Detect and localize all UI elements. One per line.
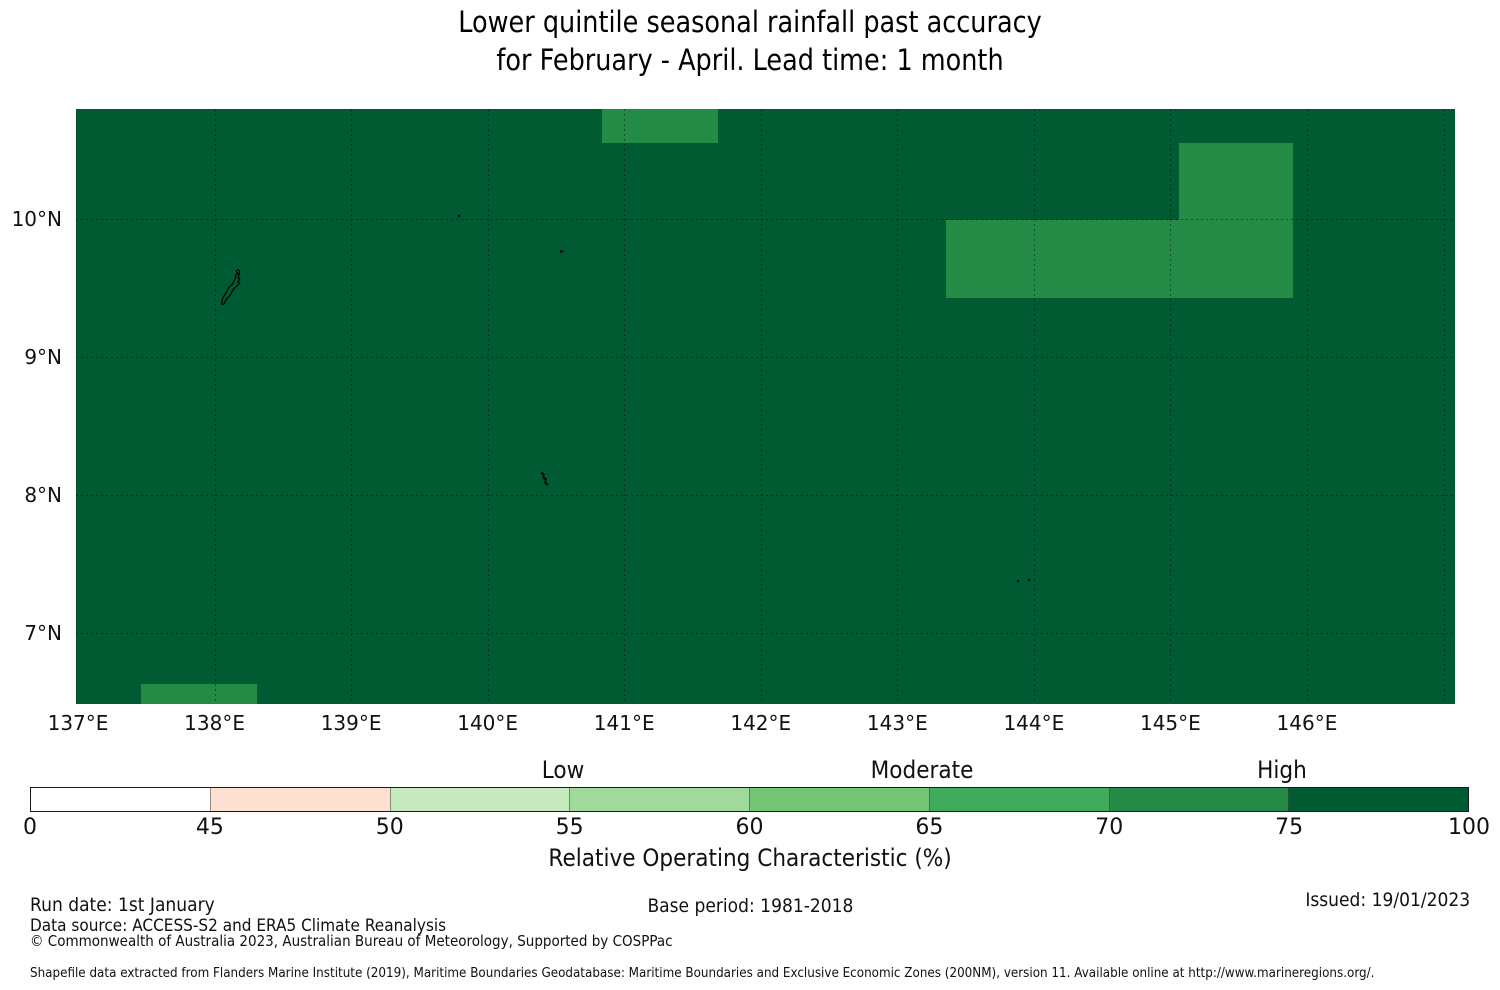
x-tick-label: 139°E bbox=[320, 711, 382, 735]
island-dot bbox=[1016, 579, 1020, 583]
colorbar bbox=[30, 787, 1469, 812]
colorbar-segment-55-60 bbox=[569, 788, 749, 811]
island-outline bbox=[221, 272, 241, 306]
base-period-text: Base period: 1981-2018 bbox=[647, 895, 853, 917]
colorbar-tick-label: 65 bbox=[915, 815, 944, 840]
x-tick-label: 141°E bbox=[593, 711, 655, 735]
colorbar-axis-label: Relative Operating Characteristic (%) bbox=[548, 844, 952, 872]
x-tick-label: 140°E bbox=[457, 711, 519, 735]
chart-title-line1: Lower quintile seasonal rainfall past ac… bbox=[458, 5, 1042, 39]
colorbar-tick-label: 0 bbox=[23, 815, 37, 840]
colorbar-segment-45-50 bbox=[209, 788, 390, 811]
y-tick-label: 10°N bbox=[11, 207, 62, 231]
x-tick-label: 146°E bbox=[1276, 711, 1338, 735]
gridline-lon bbox=[1443, 109, 1445, 704]
colorbar-tick-label: 55 bbox=[555, 815, 584, 840]
gridline-lon bbox=[897, 109, 899, 704]
gridline-lon bbox=[214, 109, 216, 704]
gridline-lon bbox=[487, 109, 489, 704]
colorbar-category-high: High bbox=[1257, 756, 1307, 784]
island-dot bbox=[1027, 578, 1031, 582]
gridline-lat bbox=[76, 495, 1455, 496]
issued-date-text: Issued: 19/01/2023 bbox=[1305, 889, 1470, 911]
colorbar-segment-0-45 bbox=[31, 788, 210, 811]
colorbar-tick-label: 50 bbox=[375, 815, 404, 840]
colorbar-tick-label: 45 bbox=[195, 815, 224, 840]
y-tick-label: 8°N bbox=[24, 483, 62, 507]
y-tick-label: 7°N bbox=[24, 621, 62, 645]
gridline-lat bbox=[76, 219, 1455, 220]
colorbar-segment-65-70 bbox=[928, 788, 1109, 811]
run-date-text: Run date: 1st January bbox=[30, 894, 215, 916]
map-cell-roc-70-75 bbox=[602, 109, 719, 144]
x-tick-label: 137°E bbox=[47, 711, 109, 735]
gridline-lon bbox=[351, 109, 353, 704]
colorbar-tick-label: 60 bbox=[735, 815, 764, 840]
shapefile-note-text: Shapefile data extracted from Flanders M… bbox=[30, 966, 1375, 981]
map-cell-roc-70-75 bbox=[1178, 143, 1294, 221]
chart-title-line2: for February - April. Lead time: 1 month bbox=[496, 43, 1004, 77]
colorbar-tick-label: 100 bbox=[1448, 815, 1490, 840]
x-tick-label: 142°E bbox=[730, 711, 792, 735]
x-tick-label: 143°E bbox=[866, 711, 928, 735]
island-dot bbox=[457, 214, 461, 218]
gridline-lon bbox=[1306, 109, 1308, 704]
copyright-text: © Commonwealth of Australia 2023, Austra… bbox=[30, 932, 673, 950]
island-mark bbox=[540, 471, 549, 486]
gridline-lon bbox=[1033, 109, 1035, 704]
gridline-lon bbox=[624, 109, 626, 704]
x-tick-label: 145°E bbox=[1139, 711, 1201, 735]
colorbar-category-low: Low bbox=[541, 756, 584, 784]
island-speck bbox=[559, 249, 564, 254]
map-cell-roc-70-75 bbox=[140, 684, 257, 704]
gridline-lon bbox=[1170, 109, 1172, 704]
colorbar-category-moderate: Moderate bbox=[871, 756, 974, 784]
map-cell-roc-70-75 bbox=[946, 220, 1063, 298]
gridline-lat bbox=[76, 357, 1455, 358]
colorbar-tick-label: 70 bbox=[1095, 815, 1124, 840]
islet-outline bbox=[235, 269, 241, 274]
gridline-lat bbox=[76, 633, 1455, 634]
gridline-lon bbox=[760, 109, 762, 704]
x-tick-label: 144°E bbox=[1003, 711, 1065, 735]
colorbar-tick-label: 75 bbox=[1275, 815, 1304, 840]
data-source-text: Data source: ACCESS-S2 and ERA5 Climate … bbox=[30, 916, 447, 936]
colorbar-segment-70-75 bbox=[1108, 788, 1289, 811]
map-plot bbox=[76, 109, 1455, 704]
colorbar-segment-60-65 bbox=[749, 788, 929, 811]
x-tick-label: 138°E bbox=[184, 711, 245, 735]
chart-title: Lower quintile seasonal rainfall past ac… bbox=[0, 3, 1500, 79]
colorbar-segment-75-100 bbox=[1288, 788, 1468, 811]
map-cell-roc-70-75 bbox=[1062, 220, 1179, 298]
y-tick-label: 9°N bbox=[24, 345, 62, 369]
map-cell-roc-70-75 bbox=[1178, 220, 1294, 298]
colorbar-segment-50-55 bbox=[389, 788, 570, 811]
